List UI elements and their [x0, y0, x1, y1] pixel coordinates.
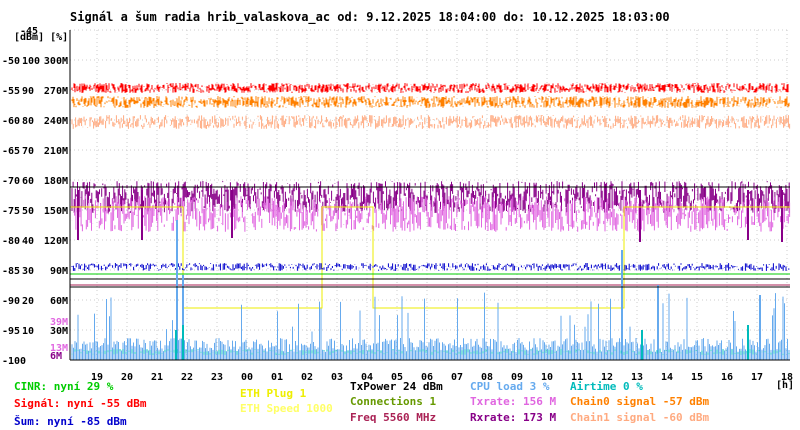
y-tick-rate: 120M — [44, 236, 68, 247]
x-tick-label: 15 — [691, 372, 703, 383]
y-tick-dbm: -80 — [2, 236, 20, 247]
legend-chain1: Chain1 signal -60 dBm — [570, 411, 710, 424]
x-tick-label: 21 — [151, 372, 163, 383]
legend-cpu: CPU load 3 % — [470, 380, 550, 393]
y-tick-dbm: -55 — [2, 86, 20, 97]
y-tick-extra: 13M — [50, 343, 68, 354]
x-tick-label: 01 — [271, 372, 283, 383]
x-tick-label: 19 — [91, 372, 103, 383]
x-tick-label: 16 — [721, 372, 733, 383]
y-tick-dbm: -50 — [2, 56, 20, 67]
y-tick-dbm: -60 — [2, 116, 20, 127]
y-tick-dbm: -65 — [2, 146, 20, 157]
x-tick-label: 23 — [211, 372, 223, 383]
legend-eth-plug: ETH Plug 1 — [240, 387, 307, 400]
y-tick-dbm: -90 — [2, 296, 20, 307]
legend-signal: Signál: nyní -55 dBm — [14, 397, 147, 410]
series-chain0 — [71, 96, 790, 108]
y-tick-pct: 100 — [22, 56, 40, 67]
legend-cinr: CINR: nyní 29 % — [14, 380, 114, 393]
x-tick-label: 00 — [241, 372, 253, 383]
y-tick-rate: 300M — [44, 56, 68, 67]
x-tick-label: 13 — [631, 372, 643, 383]
y-tick-pct: 30 — [22, 266, 34, 277]
x-tick-label: 18 — [781, 372, 793, 383]
y-tick-rate: 60M — [50, 296, 68, 307]
x-tick-label: 03 — [331, 372, 343, 383]
y-axis-units: [dBm] [%] — [14, 32, 68, 43]
legend-rxrate: Rxrate: 173 M — [470, 411, 557, 424]
y-tick-rate: 150M — [44, 206, 68, 217]
x-tick-label: 08 — [481, 372, 493, 383]
y-tick-extra: 39M — [50, 317, 68, 328]
legend-txpower: TxPower 24 dBm — [350, 380, 443, 393]
x-tick-label: 14 — [661, 372, 673, 383]
y-tick-rate: 90M — [50, 266, 68, 277]
legend-noise: Šum: nyní -85 dBm — [14, 415, 127, 428]
y-tick-pct: 40 — [22, 236, 34, 247]
series-airtime — [71, 349, 790, 355]
y-tick-rate: 270M — [44, 86, 68, 97]
legend-txrate: Txrate: 156 M — [470, 395, 557, 408]
x-tick-label: 02 — [301, 372, 313, 383]
x-tick-label: 12 — [601, 372, 613, 383]
chart-title: Signál a šum radia hrib_valaskova_ac od:… — [70, 10, 670, 24]
y-tick-dbm: -100 — [2, 356, 26, 367]
x-tick-label: 20 — [121, 372, 133, 383]
y-tick-rate: 240M — [44, 116, 68, 127]
y-tick-dbm: -95 — [2, 326, 20, 337]
y-tick-dbm: -75 — [2, 206, 20, 217]
series-chain1 — [71, 115, 791, 129]
y-tick-pct: 80 — [22, 116, 34, 127]
legend-eth-speed: ETH Speed 1000 — [240, 402, 333, 415]
y-tick-pct: 70 — [22, 146, 34, 157]
legend-freq: Freq 5560 MHz — [350, 411, 437, 424]
y-tick-pct: 50 — [22, 206, 34, 217]
series-eth-speed — [70, 206, 790, 309]
series-cpu — [71, 292, 790, 360]
y-tick-pct: 90 — [22, 86, 34, 97]
x-axis-label: [h] — [776, 380, 794, 391]
y-tick-rate: 210M — [44, 146, 68, 157]
y-tick-rate: 30M — [50, 326, 68, 337]
y-tick-dbm: -85 — [2, 266, 20, 277]
x-tick-label: 17 — [751, 372, 763, 383]
legend-airtime: Airtime 0 % — [570, 380, 643, 393]
x-tick-label: 04 — [361, 372, 373, 383]
x-tick-label: 11 — [571, 372, 583, 383]
series-txrate — [71, 196, 791, 232]
y-tick-pct: 10 — [22, 326, 34, 337]
x-tick-label: 07 — [451, 372, 463, 383]
y-tick-pct: 60 — [22, 176, 34, 187]
y-tick-rate: 180M — [44, 176, 68, 187]
x-tick-label: 05 — [391, 372, 403, 383]
x-tick-label: 22 — [181, 372, 193, 383]
x-tick-label: 06 — [421, 372, 433, 383]
y-tick-pct: 20 — [22, 296, 34, 307]
y-tick-extra: 6M — [50, 351, 62, 362]
y-tick-dbm: -70 — [2, 176, 20, 187]
legend-chain0: Chain0 signal -57 dBm — [570, 395, 710, 408]
x-tick-label: 09 — [511, 372, 523, 383]
series-signal — [71, 83, 790, 93]
legend-connections: Connections 1 — [350, 395, 437, 408]
series-noise — [71, 263, 790, 271]
x-tick-label: 10 — [541, 372, 553, 383]
y-tick-dbm: -45 — [20, 26, 38, 37]
